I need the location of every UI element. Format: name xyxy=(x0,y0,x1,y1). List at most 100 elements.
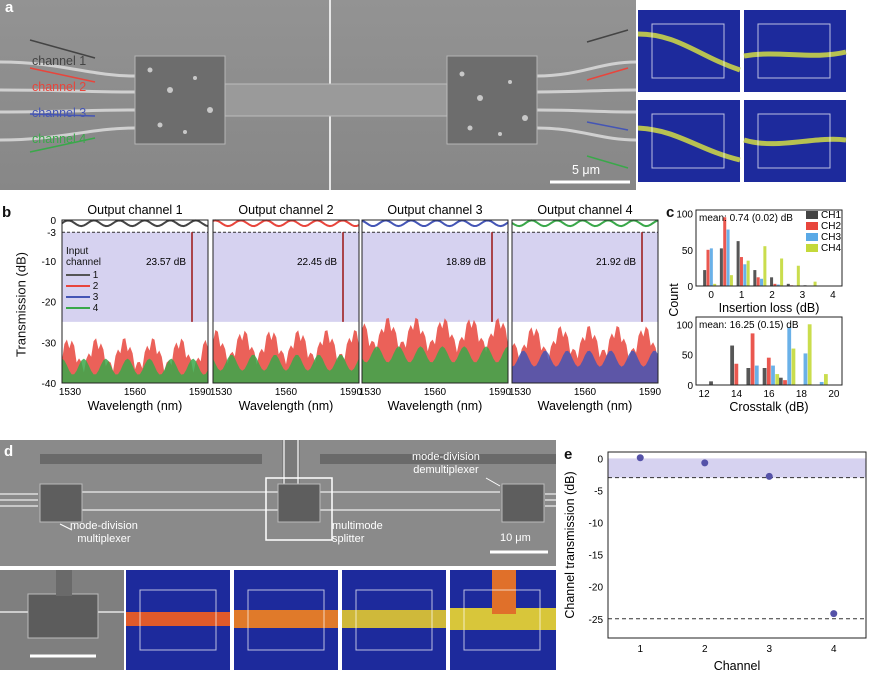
hist-bar-top-CH3-4 xyxy=(776,284,780,286)
scale-bar-label-a: 5 μm xyxy=(572,163,601,177)
hist-ylabel: Count xyxy=(668,283,681,317)
b-xtick-1-1590: 1590 xyxy=(189,387,212,398)
e-xtick-2: 2 xyxy=(702,644,708,655)
hist-bar-top-CH4-0 xyxy=(713,283,717,286)
panel-label-c: c xyxy=(666,204,675,221)
panel-label-e: e xyxy=(564,446,573,463)
hist-bar-bottom-CH2-4 xyxy=(783,380,787,385)
channel-2-label: channel 2 xyxy=(32,80,87,94)
b-ytick--40: -40 xyxy=(42,379,57,390)
b-ytick--3: -3 xyxy=(47,228,56,239)
b-title-4: Output channel 4 xyxy=(537,203,632,217)
hist-bar-top-CH2-4 xyxy=(773,283,777,286)
legend-title: Input channel xyxy=(66,246,102,268)
b-shaded-band-3 xyxy=(362,232,508,322)
hist-bar-top-CH4-1 xyxy=(729,275,733,286)
hist-bar-bottom-CH1-1 xyxy=(730,345,735,385)
hist-mean-bottom: mean: 16.25 (0.15) dB xyxy=(699,320,799,331)
hist-bar-top-CH3-2 xyxy=(743,264,747,286)
sem-image-a xyxy=(0,0,637,190)
hist-mean-top: mean: 0.74 (0.02) dB xyxy=(699,213,793,224)
b-ytick--10: -10 xyxy=(42,257,57,268)
e-ytick--5: -5 xyxy=(594,486,603,497)
hist-bar-top-CH1-4 xyxy=(770,277,774,286)
e-ytick--25: -25 xyxy=(589,615,604,626)
b-frame-3 xyxy=(361,219,509,384)
hist-xtick-top-4: 4 xyxy=(830,290,836,301)
hist-bar-bottom-CH2-3 xyxy=(766,357,771,385)
panel-label-d: d xyxy=(4,443,14,460)
e-xtick-3: 3 xyxy=(766,644,772,655)
hist-xtick-top-3: 3 xyxy=(800,290,806,301)
hist-bar-top-CH4-4 xyxy=(780,258,784,286)
b-shaded-band-2 xyxy=(213,232,359,322)
b-noise-band2-1 xyxy=(62,358,208,383)
e-ytick--20: -20 xyxy=(589,583,604,594)
b-signal-line-2 xyxy=(212,219,360,228)
b-xlabel-2: Wavelength (nm) xyxy=(239,399,334,413)
hist-bar-top-CH2-2 xyxy=(739,257,743,286)
b-frame-4 xyxy=(511,219,659,384)
hist-legend-swatch-CH4 xyxy=(806,244,818,252)
b-title-2: Output channel 2 xyxy=(238,203,333,217)
hist-ytick-top-0: 0 xyxy=(687,282,693,293)
hist-bar-top-CH2-0 xyxy=(706,249,710,286)
hist-bar-top-CH4-2 xyxy=(746,260,750,286)
e-point-3 xyxy=(765,472,773,480)
hist-bar-top-CH1-3 xyxy=(753,270,757,286)
channel-transmission-plot: 1 2 3 4 0 -5 -10 -15 -20 -25 Channel Channel transm… xyxy=(563,451,867,673)
b-noise-band2-2 xyxy=(213,354,359,383)
e-frame xyxy=(607,451,867,639)
e-xtick-1: 1 xyxy=(637,644,643,655)
b-shaded-band-1 xyxy=(62,232,208,322)
b-signal-line-4 xyxy=(511,219,659,228)
b-title-1: Output channel 1 xyxy=(87,203,182,217)
hist-bar-bottom-CH4-4 xyxy=(791,348,796,385)
hist-bar-bottom-CH4-5 xyxy=(807,324,812,385)
field-map-grid-a xyxy=(638,10,872,184)
hist-bar-top-CH4-5 xyxy=(796,265,800,286)
input-channel-legend: Input channel 1 2 3 4 xyxy=(66,246,116,314)
b-xtick-4-1560: 1560 xyxy=(574,387,597,398)
b-signal-line-1 xyxy=(61,219,209,228)
b-xtick-4-1530: 1530 xyxy=(509,387,532,398)
hist-xtick-bottom-18: 18 xyxy=(796,389,808,400)
hist-xlabel-bottom: Crosstalk (dB) xyxy=(729,400,808,414)
b-xlabel-4: Wavelength (nm) xyxy=(538,399,633,413)
field-map-strip-d xyxy=(126,570,556,670)
hist-bar-bottom-CH4-3 xyxy=(775,374,780,385)
hist-legend-swatch-CH1 xyxy=(806,211,818,219)
b-xtick-3-1590: 1590 xyxy=(489,387,512,398)
panel-label-b: b xyxy=(2,204,12,221)
panel-label-a: a xyxy=(5,0,14,16)
hist-ytick-bottom-0: 0 xyxy=(687,381,693,392)
b-shaded-band-4 xyxy=(512,232,658,322)
b-annotation-1: 23.57 dB xyxy=(146,257,186,268)
hist-bar-bottom-CH3-4 xyxy=(787,327,792,385)
hist-bar-top-CH1-0 xyxy=(703,270,707,286)
hist-legend-swatch-CH3 xyxy=(806,233,818,241)
hist-xtick-top-2: 2 xyxy=(769,290,775,301)
hist-bar-top-CH2-1 xyxy=(723,217,727,286)
b-annotation-2: 22.45 dB xyxy=(297,257,337,268)
demux-label: mode-division demultiplexer xyxy=(412,451,480,476)
channel-3-label: channel 3 xyxy=(32,106,87,120)
e-xlabel: Channel xyxy=(714,659,761,673)
hist-bar-bottom-CH1-0 xyxy=(709,381,713,385)
hist-bar-top-CH1-5 xyxy=(786,283,790,286)
e-ytick--15: -15 xyxy=(589,551,604,562)
b-annotation-3: 18.89 dB xyxy=(446,257,486,268)
channel-1-label: channel 1 xyxy=(32,54,87,68)
e-point-2 xyxy=(701,459,709,467)
sem-image-d xyxy=(0,440,556,566)
hist-bar-bottom-CH2-1 xyxy=(734,363,739,385)
hist-xtick-bottom-16: 16 xyxy=(763,389,775,400)
e-xtick-4: 4 xyxy=(831,644,837,655)
hist-frame-bottom xyxy=(695,316,843,386)
hist-frame-top xyxy=(695,209,843,287)
hist-xtick-bottom-20: 20 xyxy=(828,389,840,400)
hist-legend-CH1: CH1 xyxy=(821,210,841,221)
b-xtick-4-1590: 1590 xyxy=(639,387,662,398)
e-ylabel: Channel transmission (dB) xyxy=(563,471,577,618)
hist-xlabel-top: Insertion loss (dB) xyxy=(719,301,820,315)
